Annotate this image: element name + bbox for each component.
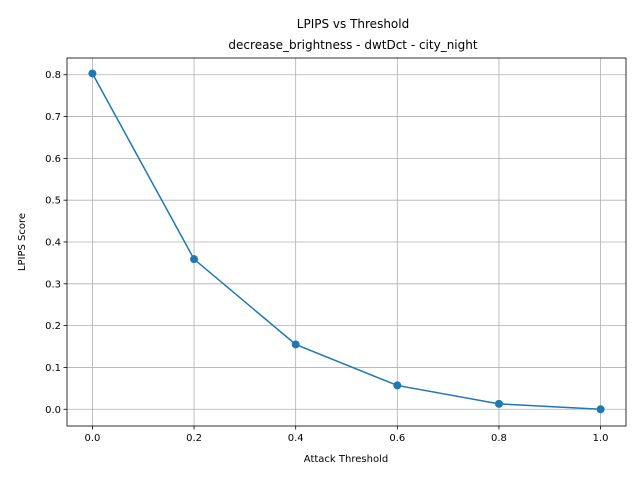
y-tick-label: 0.7 [45,112,61,123]
data-point [88,69,97,78]
x-tick-label: 0.0 [84,433,100,444]
data-point [393,381,402,390]
chart-subtitle: decrease_brightness - dwtDct - city_nigh… [228,38,477,52]
y-tick-label: 0.2 [45,321,61,332]
x-tick-label: 0.4 [288,433,304,444]
y-tick-label: 0.6 [45,154,61,165]
y-tick-label: 0.3 [45,279,61,290]
y-axis-ticks: 0.0 0.1 0.2 0.3 0.4 0.5 0.6 0.7 0.8 [45,70,67,416]
plot-area [88,69,605,414]
y-tick-label: 0.1 [45,363,61,374]
y-tick-label: 0.5 [45,196,61,207]
x-axis-label: Attack Threshold [304,454,388,465]
data-point [190,255,199,264]
grid [67,58,626,426]
x-tick-label: 0.8 [491,433,507,444]
chart-title: LPIPS vs Threshold [297,17,409,31]
x-axis-ticks: 0.0 0.2 0.4 0.6 0.8 1.0 [84,426,609,444]
y-tick-label: 0.0 [45,405,61,416]
x-tick-label: 1.0 [593,433,609,444]
x-tick-label: 0.6 [389,433,405,444]
series-line [91,73,601,411]
y-tick-label: 0.8 [45,70,61,81]
x-tick-label: 0.2 [186,433,202,444]
y-axis-label: LPIPS Score [17,213,28,271]
data-point [494,399,503,408]
y-tick-label: 0.4 [45,238,61,249]
data-point [596,405,605,414]
data-point [291,340,300,349]
